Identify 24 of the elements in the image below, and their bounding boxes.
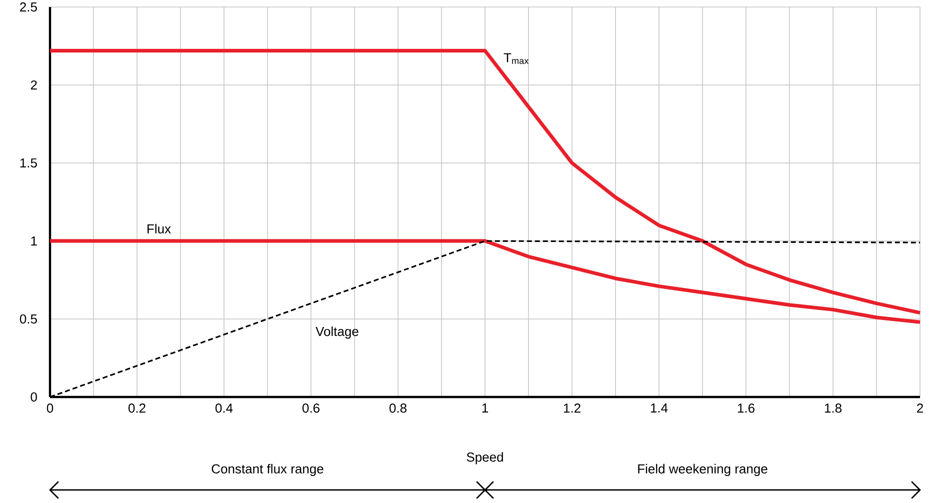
x-tick-label: 1.4 [650,404,668,412]
y-tick-label: 2.5 [20,2,37,12]
y-tick-label: 0 [30,392,37,402]
y-tick-label: 0.5 [20,314,37,324]
series-label: Voltage [316,326,358,339]
line-series [48,239,922,324]
x-tick-label: 1.8 [824,404,842,413]
x-axis-title: Speed [466,452,503,464]
x-tick-label: 1.6 [738,404,754,413]
x-tick-label: 1 [482,404,488,412]
series-label: T$_{max}$ [504,53,529,64]
text: Constant flux range [212,464,324,476]
series-label: Flux [148,224,171,234]
x-tick-label: 1.2 [564,404,580,413]
x-tick-label: 0.8 [389,404,406,413]
x-tick-label: 2 [917,404,923,413]
text: Field weekening range [638,464,768,476]
y-tick-label: 1 [31,236,37,246]
y-tick-label: 1.5 [20,158,37,168]
x-tick-label: 0.4 [215,404,233,413]
y-tick-label: 2 [30,80,37,90]
x-tick-label: 0.2 [128,404,146,413]
x-tick-label: 0 [46,404,54,413]
x-tick-label: 0.6 [302,404,320,413]
